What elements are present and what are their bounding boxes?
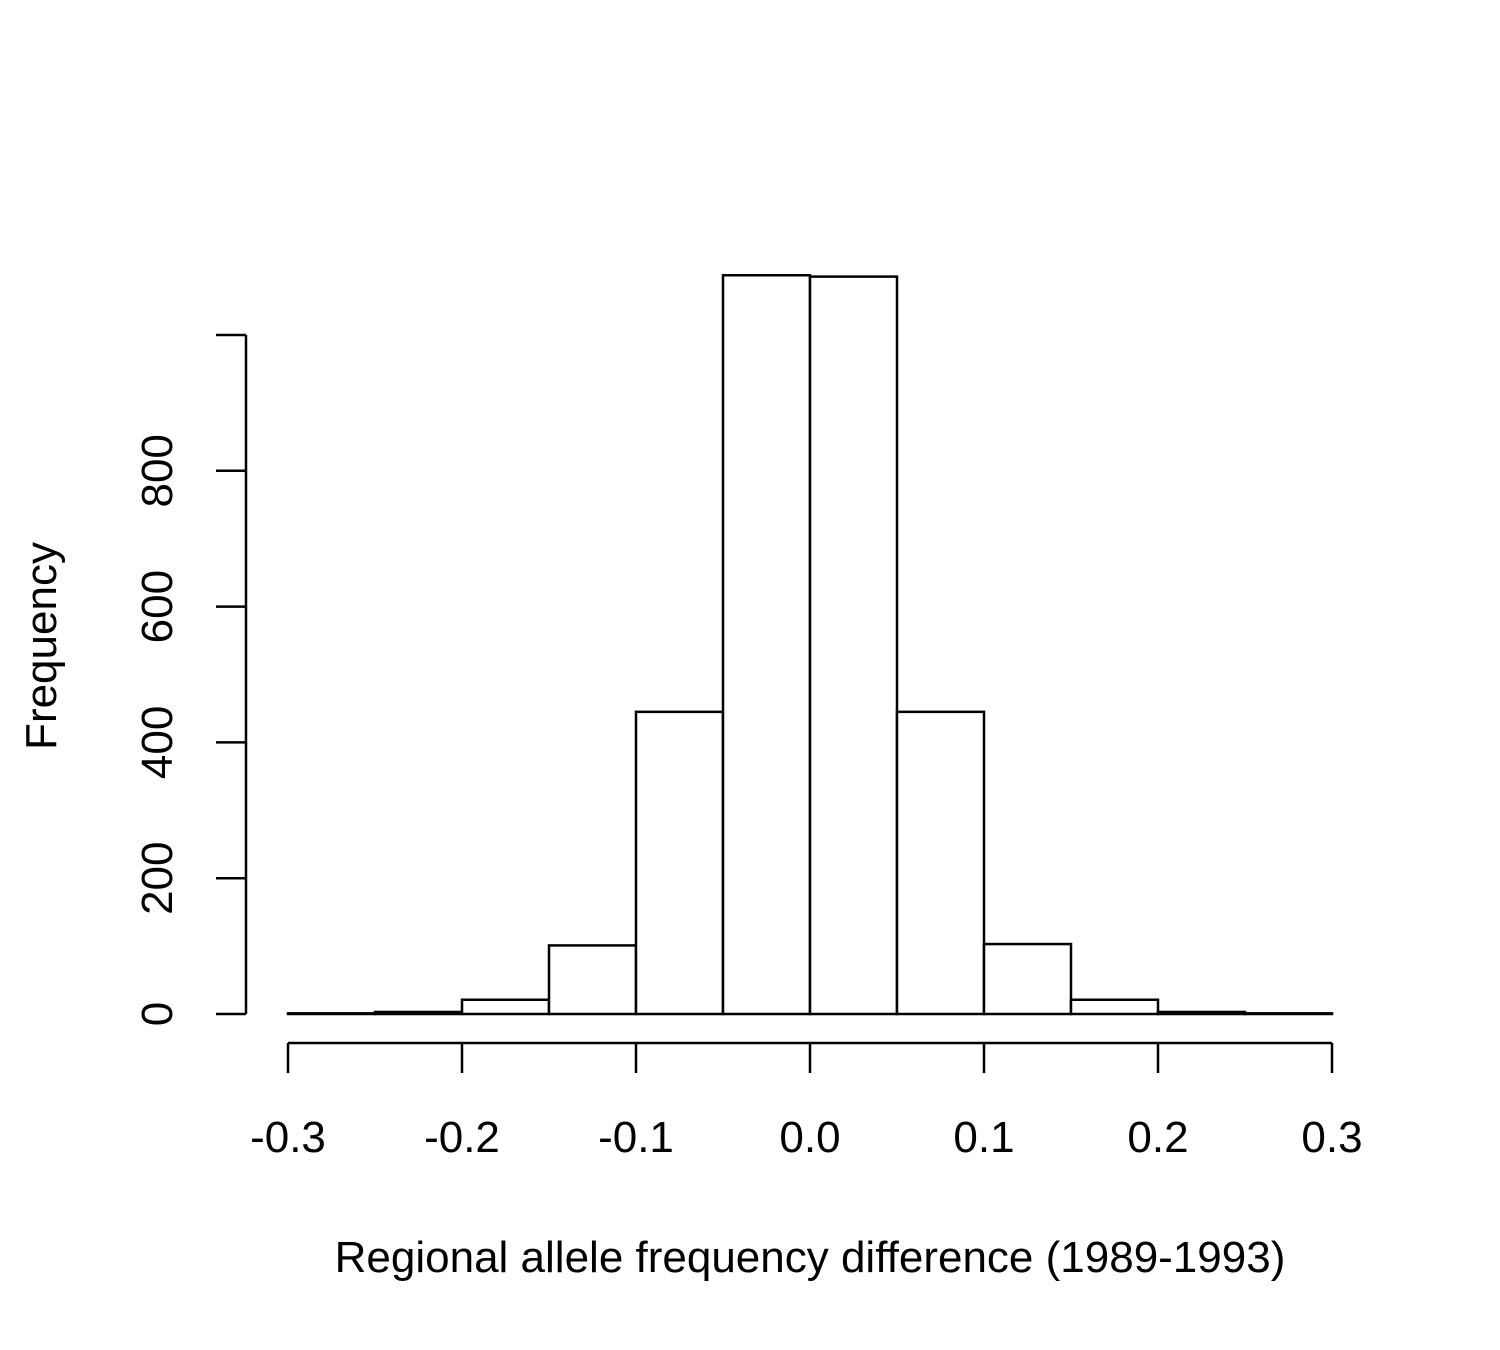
histogram-bars xyxy=(286,273,1334,1016)
x-axis-label: Regional allele frequency difference (19… xyxy=(335,1233,1286,1282)
histogram-bar-7 xyxy=(895,710,986,1016)
x-tick-label: 0.3 xyxy=(1301,1113,1362,1162)
y-axis-label: Frequency xyxy=(17,542,66,750)
histogram-bar-8 xyxy=(982,942,1073,1016)
x-tick-label: 0.2 xyxy=(1127,1113,1188,1162)
x-tick-label: -0.3 xyxy=(250,1113,326,1162)
y-tick-label: 800 xyxy=(133,434,182,507)
histogram-bar-3 xyxy=(547,944,638,1016)
x-tick-label: 0.0 xyxy=(779,1113,840,1162)
histogram-bar-10 xyxy=(1156,1010,1247,1016)
y-tick-label: 400 xyxy=(133,706,182,779)
histogram-bar-5 xyxy=(721,273,812,1016)
x-tick-label: -0.1 xyxy=(598,1113,674,1162)
y-tick-label: 0 xyxy=(133,1002,182,1026)
histogram-bar-4 xyxy=(634,710,725,1016)
x-axis: -0.3 -0.2 -0.1 0.0 0.1 0.2 0.3 xyxy=(250,1041,1363,1162)
histogram-bar-0 xyxy=(286,1012,377,1016)
histogram-bar-6 xyxy=(808,275,899,1016)
x-tick-label: 0.1 xyxy=(953,1113,1014,1162)
y-axis: 0 200 400 600 800 xyxy=(133,333,248,1026)
histogram-bar-11 xyxy=(1243,1012,1334,1016)
histogram-bar-9 xyxy=(1069,998,1160,1016)
histogram-bar-1 xyxy=(373,1010,464,1016)
y-tick-label: 200 xyxy=(133,841,182,914)
y-tick-label: 600 xyxy=(133,570,182,643)
x-tick-label: -0.2 xyxy=(424,1113,500,1162)
histogram-bar-2 xyxy=(460,998,551,1016)
